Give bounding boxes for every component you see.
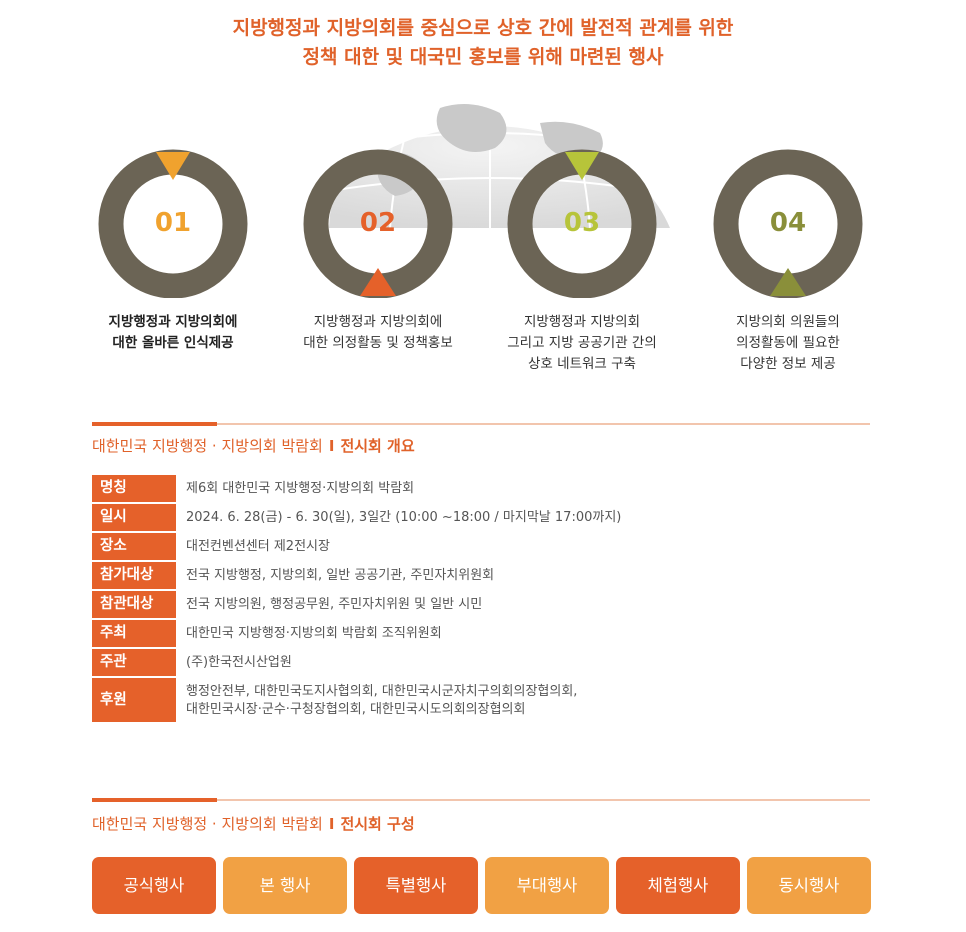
support-line-1: 행정안전부, 대한민국도지사협의회, 대한민국시군자치구의회의장협의회, — [186, 684, 578, 699]
info-value: 제6회 대한민국 지방행정·지방의회 박람회 — [186, 481, 415, 496]
info-label: 명칭 — [92, 475, 176, 502]
step-number: 03 — [563, 208, 601, 238]
step-description-line: 대한 의정활동 및 정책홍보 — [303, 335, 453, 351]
info-row: 주관 (주)한국전시산업원 — [92, 649, 870, 678]
step-description-line: 다양한 정보 제공 — [740, 356, 836, 372]
info-label: 후원 — [92, 678, 176, 722]
event-button-1[interactable]: 공식행사 — [92, 857, 216, 914]
step-description-line: 상호 네트워크 구축 — [528, 356, 636, 372]
info-value: 전국 지방행정, 지방의회, 일반 공공기관, 주민자치위원회 — [186, 568, 495, 583]
step-number: 04 — [769, 208, 807, 238]
info-row: 장소 대전컨벤션센터 제2전시장 — [92, 533, 870, 562]
info-label: 참관대상 — [92, 591, 176, 618]
event-button-3[interactable]: 특별행사 — [354, 857, 478, 914]
info-row: 일시 2024. 6. 28(금) - 6. 30(일), 3일간 (10:00 … — [92, 504, 870, 533]
ring-marker-icon — [360, 268, 396, 296]
info-value: 2024. 6. 28(금) - 6. 30(일), 3일간 (10:00 ~1… — [186, 510, 622, 525]
info-value: 행정안전부, 대한민국도지사협의회, 대한민국시군자치구의회의장협의회, 대한민… — [186, 683, 870, 719]
event-button-5[interactable]: 체험행사 — [616, 857, 740, 914]
overview-section-title: 대한민국 지방행정 · 지방의회 박람회 I 전시회 개요 — [92, 435, 415, 456]
info-label: 주관 — [92, 649, 176, 676]
step-ring: 04 — [688, 148, 888, 298]
info-value: 전국 지방의원, 행정공무원, 주민자치위원 및 일반 시민 — [186, 597, 483, 612]
composition-title-main: 전시회 구성 — [340, 815, 415, 833]
overview-title-prefix: 대한민국 지방행정 · 지방의회 박람회 — [92, 437, 323, 455]
headline-line-1: 지방행정과 지방의회를 중심으로 상호 간에 발전적 관계를 위한 — [232, 17, 734, 39]
event-button-6[interactable]: 동시행사 — [747, 857, 871, 914]
info-value: (주)한국전시산업원 — [186, 655, 292, 670]
info-value: 대전컨벤션센터 제2전시장 — [186, 539, 330, 554]
composition-divider — [92, 798, 870, 802]
composition-section-title: 대한민국 지방행정 · 지방의회 박람회 I 전시회 구성 — [92, 813, 415, 834]
info-row: 명칭 제6회 대한민국 지방행정·지방의회 박람회 — [92, 475, 870, 504]
step-number: 02 — [359, 208, 397, 238]
ring-marker-icon — [770, 268, 806, 296]
headline-line-2: 정책 대한 및 대국민 홍보를 위해 마련된 행사 — [302, 46, 664, 68]
step-ring: 03 — [482, 148, 682, 298]
headline: 지방행정과 지방의회를 중심으로 상호 간에 발전적 관계를 위한 정책 대한 … — [0, 14, 966, 72]
info-label: 일시 — [92, 504, 176, 531]
info-value: 대한민국 지방행정·지방의회 박람회 조직위원회 — [186, 626, 442, 641]
step-description-line: 지방행정과 지방의회 — [523, 314, 641, 330]
step-description-line: 지방의회 의원들의 — [736, 314, 840, 330]
step-description-line: 지방행정과 지방의회에 — [313, 314, 443, 330]
info-label: 참가대상 — [92, 562, 176, 589]
ring-marker-icon — [156, 152, 190, 180]
step-number: 01 — [154, 208, 192, 238]
info-row: 참가대상 전국 지방행정, 지방의회, 일반 공공기관, 주민자치위원회 — [92, 562, 870, 591]
overview-divider — [92, 422, 870, 426]
info-label: 주최 — [92, 620, 176, 647]
event-button-2[interactable]: 본 행사 — [223, 857, 347, 914]
overview-title-separator: I — [328, 437, 335, 455]
step-ring: 01 — [73, 148, 273, 298]
event-button-4[interactable]: 부대행사 — [485, 857, 609, 914]
ring-marker-icon — [565, 152, 599, 180]
composition-buttons: 공식행사 본 행사 특별행사 부대행사 체험행사 동시행사 — [92, 857, 871, 915]
support-line-2: 대한민국시장·군수·구청장협의회, 대한민국시도의회의장협의회 — [186, 702, 526, 717]
step-ring: 02 — [278, 148, 478, 298]
step-description-line: 지방행정과 지방의회에 — [108, 314, 238, 330]
info-label: 장소 — [92, 533, 176, 560]
composition-title-prefix: 대한민국 지방행정 · 지방의회 박람회 — [92, 815, 323, 833]
step-description-line: 대한 올바른 인식제공 — [112, 335, 234, 351]
composition-title-separator: I — [328, 815, 335, 833]
overview-title-main: 전시회 개요 — [340, 437, 415, 455]
step-description-line: 그리고 지방 공공기관 간의 — [507, 335, 657, 351]
info-row: 참관대상 전국 지방의원, 행정공무원, 주민자치위원 및 일반 시민 — [92, 591, 870, 620]
info-row: 주최 대한민국 지방행정·지방의회 박람회 조직위원회 — [92, 620, 870, 649]
step-description-line: 의정활동에 필요한 — [736, 335, 840, 351]
info-row-support: 후원 행정안전부, 대한민국도지사협의회, 대한민국시군자치구의회의장협의회, … — [92, 678, 870, 724]
